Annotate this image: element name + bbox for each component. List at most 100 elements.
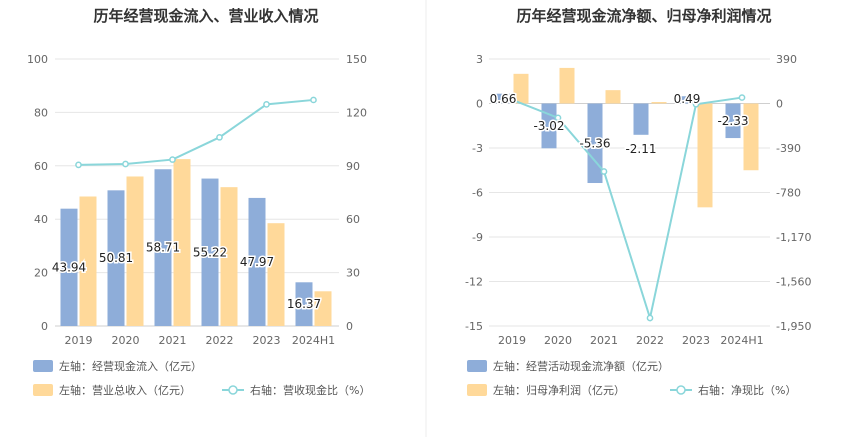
legend-swatch	[467, 384, 487, 396]
legend-swatch	[33, 360, 53, 372]
right-axis-tick-label: 90	[346, 160, 360, 173]
legend-line-marker	[676, 385, 686, 395]
category-label: 2021	[590, 334, 618, 347]
chart-panel-2: 历年经营现金流净额、归母净利润情况 -15 -12 -9 -6 -3 0 3 -1,950 -1,…	[465, 7, 811, 397]
left-axis-tick-label: -9	[472, 231, 483, 244]
chart-panel-1: 历年经营现金流入、营业收入情况 0 20 40 60 80 100 0 30 60 90 120 150…	[27, 7, 370, 397]
bar-a	[725, 103, 741, 139]
right-axis-tick-label: -780	[776, 187, 801, 200]
right-axis-tick-label: -1,950	[776, 320, 811, 333]
bar-a	[679, 96, 695, 104]
legend-label: 左轴：经营现金流入（亿元）	[59, 359, 202, 373]
left-axis-tick-label: 0	[476, 98, 483, 111]
chart-title: 历年经营现金流入、营业收入情况	[93, 7, 318, 25]
bar-data-label: -5.36	[579, 136, 610, 150]
legend-swatch	[33, 384, 53, 396]
bar-a	[633, 103, 649, 135]
category-label: 2021	[159, 334, 187, 347]
left-axis-tick-label: -12	[465, 276, 483, 289]
bar-b	[220, 187, 238, 326]
bar-data-label: 43.94	[52, 260, 86, 274]
bar-data-label: 47.97	[240, 255, 274, 269]
bar-a	[154, 169, 172, 326]
bar-a	[495, 93, 511, 104]
bar-data-label: -2.11	[625, 142, 656, 156]
ratio-point	[508, 96, 516, 104]
bar-a	[201, 178, 219, 326]
category-label: 2024H1	[292, 334, 335, 347]
right-axis-tick-label: 60	[346, 213, 360, 226]
ratio-line	[78, 98, 314, 166]
category-label: 2022	[206, 334, 234, 347]
ratio-line	[511, 96, 743, 322]
bar-data-label: 0.49	[674, 92, 701, 106]
right-axis-tick-label: 0	[346, 320, 353, 333]
bar-a	[107, 190, 125, 326]
category-label: 2023	[253, 334, 281, 347]
left-axis-tick-label: 100	[27, 53, 48, 66]
legend-label: 右轴：净现比（%）	[698, 383, 796, 397]
left-axis-tick-label: -3	[472, 142, 483, 155]
bar-b	[173, 159, 191, 326]
left-axis-tick-label: -6	[472, 187, 483, 200]
bar-data-label: 16.37	[287, 297, 321, 311]
bar-data-label: 0.66	[490, 92, 517, 106]
bar-b	[314, 291, 332, 326]
bar-a	[248, 197, 266, 326]
legend-label: 右轴：营收现金比（%）	[250, 383, 370, 397]
legend-label: 左轴：归母净利润（亿元）	[493, 383, 625, 397]
bar-b	[79, 196, 97, 326]
bar-b	[697, 103, 713, 208]
category-label: 2022	[636, 334, 664, 347]
bar-b	[267, 223, 285, 326]
category-label: 2019	[65, 334, 93, 347]
bar-b	[605, 90, 621, 104]
category-label: 2023	[682, 334, 710, 347]
left-axis-tick-label: 0	[41, 320, 48, 333]
ratio-point	[310, 96, 317, 104]
ratio-point	[169, 156, 176, 163]
bar-a	[295, 282, 313, 326]
legend-swatch	[467, 360, 487, 372]
category-label: 2024H1	[720, 334, 763, 347]
left-axis-tick-label: 80	[34, 106, 48, 119]
right-axis-tick-label: 150	[346, 53, 367, 66]
right-axis-tick-label: 30	[346, 267, 360, 280]
ratio-point	[554, 114, 562, 122]
right-axis-tick-label: 390	[776, 53, 797, 66]
category-label: 2019	[498, 334, 526, 347]
right-axis-tick-label: -390	[776, 142, 801, 155]
right-axis-tick-label: -1,560	[776, 276, 811, 289]
ratio-point	[692, 100, 700, 108]
bar-b	[651, 102, 667, 104]
ratio-point	[263, 101, 270, 108]
ratio-point	[75, 161, 82, 169]
left-axis-tick-label: 20	[34, 267, 48, 280]
ratio-point	[600, 168, 608, 175]
bar-data-label: -2.33	[717, 114, 748, 128]
legend-label: 左轴：营业总收入（亿元）	[59, 383, 191, 397]
bar-b	[126, 176, 144, 326]
bar-data-label: 55.22	[193, 245, 227, 259]
chart-title: 历年经营现金流净额、归母净利润情况	[516, 7, 771, 25]
bar-data-label: 58.71	[146, 241, 180, 255]
left-axis-tick-label: 40	[34, 213, 48, 226]
right-axis-tick-label: 0	[776, 98, 783, 111]
ratio-point	[646, 314, 654, 322]
ratio-point	[122, 160, 129, 168]
legend-line-marker	[228, 385, 238, 395]
right-axis-tick-label: -1,170	[776, 231, 811, 244]
category-label: 2020	[112, 334, 140, 347]
bar-b	[513, 73, 529, 104]
bar-b	[743, 103, 759, 171]
ratio-point	[216, 133, 223, 141]
category-label: 2020	[544, 334, 572, 347]
bar-data-label: -3.02	[533, 119, 564, 133]
ratio-point	[738, 94, 746, 101]
left-axis-tick-label: 60	[34, 160, 48, 173]
bar-data-label: 50.81	[99, 251, 133, 265]
left-axis-tick-label: 3	[476, 53, 483, 66]
bar-b	[559, 67, 575, 104]
